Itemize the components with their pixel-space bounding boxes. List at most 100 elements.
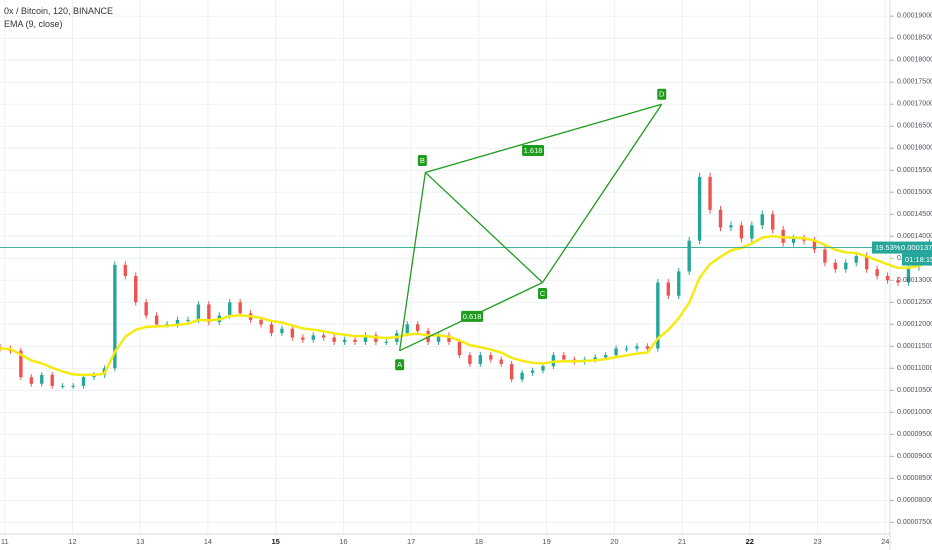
candle-body xyxy=(478,355,483,364)
time-tick-label: 17 xyxy=(407,537,415,546)
pattern-leg xyxy=(398,172,427,351)
candle-body xyxy=(791,238,796,243)
candle-body xyxy=(207,304,211,323)
price-tick-label: 0.00007500 xyxy=(897,519,932,526)
candle-body xyxy=(332,337,336,342)
time-tick-label: 20 xyxy=(610,537,618,546)
candle-body xyxy=(823,249,827,263)
chart-grid xyxy=(0,0,890,534)
candle-body xyxy=(457,341,462,356)
candle-body xyxy=(154,315,159,325)
price-tick-label: 0.00015000 xyxy=(897,189,932,196)
time-tick-label: 15 xyxy=(271,537,279,546)
time-axis[interactable]: 11 12 13 14 15 16 17 18 19 20 21 22 23 24 xyxy=(1,537,890,546)
pattern-ratio-label: 0.618 xyxy=(463,312,482,321)
pattern-point-a-badge xyxy=(395,359,405,371)
time-tick-label: 21 xyxy=(678,537,686,546)
candle-body xyxy=(353,339,357,342)
time-tick-label: 13 xyxy=(136,537,144,546)
candle-body xyxy=(259,319,263,325)
time-tick-label: 23 xyxy=(813,537,821,546)
candle-body xyxy=(854,256,858,263)
candle-body xyxy=(342,339,347,342)
chart-legend: 0x / Bitcoin, 120, BINANCE EMA (9, close… xyxy=(4,5,113,31)
countdown-box xyxy=(902,253,932,266)
price-tick-label: 0.00015500 xyxy=(897,167,932,174)
candle-body xyxy=(489,355,493,360)
price-tick-label: 0.00017500 xyxy=(897,79,932,86)
candle-body xyxy=(635,346,639,349)
candle-body xyxy=(290,328,295,338)
candle-body xyxy=(562,355,566,360)
time-tick-label: 24 xyxy=(881,537,889,546)
candle-body xyxy=(134,275,138,303)
pattern-point-c-label: C xyxy=(540,289,546,298)
candle-body xyxy=(718,209,723,228)
price-axis[interactable]: 0.00007500 0.00008000 0.00008500 0.00009000… xyxy=(890,13,932,526)
candle-body xyxy=(750,225,754,239)
candle-body xyxy=(40,374,44,384)
price-tick-label: 0.00010500 xyxy=(897,387,932,394)
time-tick-label: 18 xyxy=(475,537,483,546)
candle-body xyxy=(697,176,702,241)
candle-body xyxy=(436,335,441,342)
candle-body xyxy=(468,355,472,364)
candle-body xyxy=(499,359,503,364)
candle-body xyxy=(802,238,806,241)
price-tick-label: 0.00011000 xyxy=(897,365,932,372)
candle-body xyxy=(447,335,451,342)
price-tick-label: 0.00010000 xyxy=(897,409,932,416)
pattern-leg xyxy=(541,103,663,283)
time-tick-label: 19 xyxy=(542,537,550,546)
candle-body xyxy=(760,214,764,226)
candle-body xyxy=(624,348,629,350)
candle-body xyxy=(645,346,650,349)
price-tick-label: 0.00016500 xyxy=(897,123,932,130)
candle-body xyxy=(603,355,608,358)
price-tick-label: 0.00009000 xyxy=(897,453,932,460)
candle-body xyxy=(144,302,148,316)
candle-body xyxy=(614,348,618,356)
candle-body xyxy=(238,302,242,314)
pattern-leg xyxy=(425,103,662,174)
candle-body xyxy=(739,225,744,239)
pattern-ratio-badge xyxy=(461,310,484,322)
pattern-point-d-label: D xyxy=(659,90,665,99)
candle-body xyxy=(541,366,545,371)
candle-body xyxy=(123,264,128,276)
candle-body xyxy=(19,350,23,378)
candle-body xyxy=(186,319,190,321)
candle-body xyxy=(113,264,117,369)
candle-body xyxy=(708,176,712,210)
candle-body xyxy=(656,282,660,349)
candle-body xyxy=(509,363,514,380)
candle-body xyxy=(729,225,733,228)
candle-body xyxy=(29,377,34,384)
symbol-title: 0x / Bitcoin, 120, BINANCE xyxy=(4,6,114,16)
price-tick-label: 0.00008000 xyxy=(897,497,932,504)
candle-body xyxy=(175,319,180,325)
time-tick-label: 22 xyxy=(746,537,754,546)
pattern-point-b-label: B xyxy=(420,156,425,165)
candle-body xyxy=(896,280,900,283)
price-tag-box xyxy=(872,241,932,254)
candle-body xyxy=(593,357,597,360)
candle-body xyxy=(228,302,232,316)
candle-body xyxy=(771,214,775,230)
candle-body xyxy=(280,328,284,334)
candle-body xyxy=(875,269,879,276)
candle-body xyxy=(60,385,65,387)
candle-body xyxy=(833,262,838,270)
price-tick-label: 0.00016000 xyxy=(897,145,932,152)
harmonic-pattern[interactable]: A B C D 0.618 1.618 xyxy=(395,88,667,371)
pattern-point-a-label: A xyxy=(397,360,402,369)
indicator-label: EMA (9, close) xyxy=(4,19,63,29)
candle-body xyxy=(196,304,201,320)
price-tick-label: 0.00012500 xyxy=(897,299,932,306)
time-tick-label: 16 xyxy=(339,537,347,546)
time-tick-label: 11 xyxy=(1,537,9,546)
candle-body xyxy=(812,240,817,250)
candle-body xyxy=(301,337,305,340)
price-tag-value: 0.00013744 xyxy=(901,243,932,252)
